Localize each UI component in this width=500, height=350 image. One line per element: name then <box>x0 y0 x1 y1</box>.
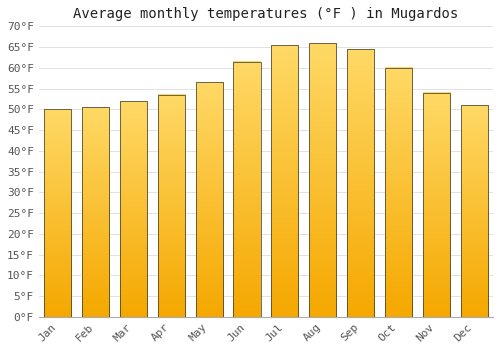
Bar <box>44 109 72 317</box>
Bar <box>460 105 488 317</box>
Bar <box>120 101 147 317</box>
Bar <box>82 107 109 317</box>
Bar <box>271 45 298 317</box>
Title: Average monthly temperatures (°F ) in Mugardos: Average monthly temperatures (°F ) in Mu… <box>74 7 458 21</box>
Bar <box>309 43 336 317</box>
Bar <box>196 82 223 317</box>
Bar <box>158 95 185 317</box>
Bar <box>347 49 374 317</box>
Bar <box>422 93 450 317</box>
Bar <box>234 62 260 317</box>
Bar <box>385 68 412 317</box>
